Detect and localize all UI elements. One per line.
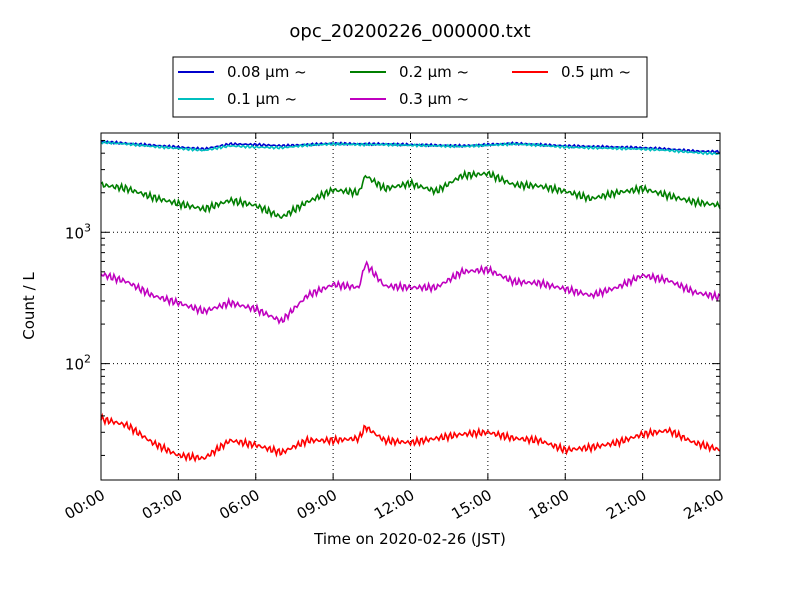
x-tick-label: 24:00: [681, 486, 727, 523]
y-tick-label: 103: [65, 221, 91, 242]
series-line-4: [100, 412, 721, 463]
x-tick-label: 15:00: [448, 486, 494, 523]
y-tick-label: 102: [65, 353, 91, 374]
legend-label-1: 0.1 μm ~: [227, 90, 297, 108]
ticks: 00:00 03:00 06:00 09:00 12:00 15:00 18:00 21:00…: [62, 133, 727, 523]
series-line-3: [100, 260, 721, 326]
x-tick-label: 06:00: [216, 486, 262, 523]
y-axis-label: Count / L: [20, 272, 38, 340]
series-line-0: [100, 140, 721, 155]
series-line-1: [100, 140, 721, 156]
x-tick-label: 21:00: [603, 486, 649, 523]
x-tick-label: 12:00: [371, 486, 417, 523]
x-tick-label: 18:00: [526, 486, 572, 523]
x-axis-label: Time on 2020-02-26 (JST): [313, 530, 506, 548]
legend: 0.08 μm ~ 0.1 μm ~ 0.2 μm ~ 0.3 μm ~ 0.5 μm …: [172, 56, 648, 118]
legend-box: [172, 56, 648, 118]
series-line-2: [100, 168, 721, 219]
x-tick-label: 00:00: [62, 486, 108, 523]
legend-label-3: 0.3 μm ~: [399, 90, 469, 108]
x-tick-label: 09:00: [294, 486, 340, 523]
series-layer: [100, 140, 721, 463]
legend-label-0: 0.08 μm ~: [227, 63, 307, 81]
chart-title: opc_20200226_000000.txt: [289, 21, 530, 42]
legend-label-4: 0.5 μm ~: [561, 63, 631, 81]
x-tick-label: 03:00: [139, 486, 185, 523]
legend-label-2: 0.2 μm ~: [399, 63, 469, 81]
